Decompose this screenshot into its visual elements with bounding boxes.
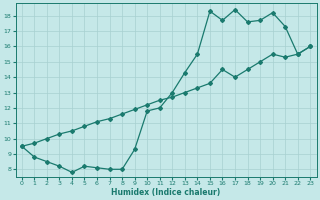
X-axis label: Humidex (Indice chaleur): Humidex (Indice chaleur): [111, 188, 221, 197]
